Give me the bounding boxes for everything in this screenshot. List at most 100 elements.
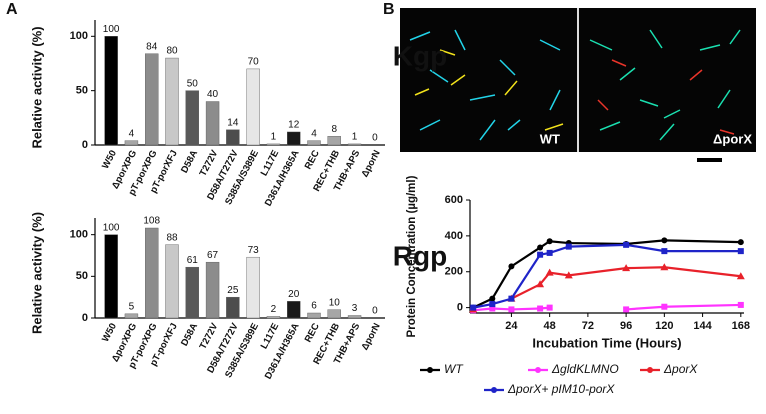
- y-axis-label: Protein Concentration (µg/ml): [406, 175, 418, 337]
- point: [564, 271, 573, 279]
- legend-marker: [535, 367, 541, 373]
- value-label: 88: [166, 232, 178, 243]
- bar: [307, 140, 321, 146]
- point: [470, 304, 477, 311]
- bar: [266, 143, 281, 146]
- value-label: 6: [311, 301, 317, 312]
- point: [546, 304, 553, 311]
- value-label: 100: [103, 24, 120, 35]
- point: [565, 243, 572, 250]
- point: [661, 237, 668, 244]
- bar: [205, 101, 220, 146]
- point: [508, 263, 515, 270]
- x-axis-label: Incubation Time (Hours): [532, 335, 681, 350]
- value-label: 50: [187, 78, 199, 89]
- legend-label: ΔgldKLMNO: [551, 362, 619, 376]
- y-tick-label: 0: [457, 302, 463, 314]
- legend-label: ΔporX+ pIM10-porX: [507, 382, 615, 396]
- value-label: 20: [288, 289, 300, 300]
- value-label: 108: [143, 216, 160, 227]
- value-label: 100: [103, 222, 120, 233]
- point: [661, 248, 668, 255]
- point: [537, 244, 544, 251]
- panel-label: B: [383, 1, 395, 18]
- x-tick-label: 96: [620, 320, 632, 332]
- point: [623, 241, 630, 248]
- value-label: 2: [271, 304, 277, 315]
- x-tick-label: W50: [100, 148, 119, 170]
- point: [536, 280, 545, 288]
- value-label: 10: [329, 297, 341, 308]
- x-tick-label: 144: [693, 320, 712, 332]
- value-label: 25: [227, 285, 239, 296]
- x-tick-label: ΔporN: [359, 148, 382, 179]
- point: [623, 306, 630, 313]
- x-tick-label: REC: [303, 148, 322, 171]
- bar: [307, 312, 321, 319]
- x-tick-label: D58A: [179, 148, 200, 175]
- point: [489, 301, 496, 308]
- value-label: 4: [311, 128, 317, 139]
- image-label: WT: [540, 131, 560, 146]
- bar: [347, 315, 362, 319]
- y-tick-label: 400: [445, 230, 463, 242]
- value-label: 0: [372, 306, 378, 317]
- point: [545, 268, 554, 276]
- x-tick-label: 72: [582, 320, 594, 332]
- value-label: 67: [207, 250, 219, 261]
- value-label: 84: [146, 41, 158, 52]
- legend-label: WT: [444, 362, 464, 376]
- y-tick-label: 600: [445, 194, 463, 206]
- point: [489, 305, 496, 312]
- value-label: 3: [352, 303, 358, 314]
- bar: [185, 266, 199, 319]
- y-tick-label: 100: [70, 30, 88, 42]
- x-tick-label: 48: [544, 320, 556, 332]
- y-axis-label: Relative activity (%): [29, 212, 44, 334]
- value-label: 1: [271, 132, 277, 143]
- point: [537, 251, 544, 258]
- bar: [104, 36, 118, 146]
- point: [508, 306, 515, 313]
- series-line: [510, 266, 741, 300]
- value-label: 14: [227, 117, 239, 128]
- bar: [165, 244, 179, 319]
- x-tick-label: D58A: [179, 321, 200, 348]
- point: [737, 239, 744, 246]
- value-label: 4: [129, 128, 135, 139]
- point: [622, 264, 631, 272]
- legend-marker: [491, 387, 497, 393]
- bar: [287, 131, 301, 146]
- value-label: 61: [187, 255, 199, 266]
- y-tick-label: 200: [445, 266, 463, 278]
- legend-marker: [427, 367, 433, 373]
- bar: [246, 68, 260, 146]
- point: [546, 249, 553, 256]
- point: [736, 272, 745, 280]
- bar: [205, 261, 220, 319]
- x-tick-label: ΔporN: [359, 321, 382, 352]
- y-tick-label: 100: [70, 229, 88, 241]
- point: [508, 295, 515, 302]
- bar: [124, 140, 139, 146]
- x-tick-label: W50: [100, 321, 119, 343]
- bar: [347, 143, 362, 146]
- bar: [124, 313, 139, 319]
- bar: [145, 227, 159, 319]
- bar: [145, 53, 159, 146]
- bar: [287, 301, 301, 319]
- x-tick-label: 120: [655, 320, 673, 332]
- value-label: 70: [248, 57, 260, 68]
- legend-label: ΔporX: [663, 362, 698, 376]
- bar: [104, 234, 118, 319]
- y-tick-label: 50: [76, 85, 88, 97]
- value-label: 80: [166, 46, 178, 57]
- point: [537, 305, 544, 312]
- bar: [266, 316, 281, 319]
- value-label: 40: [207, 89, 219, 100]
- bar: [165, 57, 179, 146]
- y-axis-label: Relative activity (%): [29, 26, 44, 148]
- value-label: 0: [372, 133, 378, 144]
- value-label: 1: [352, 132, 358, 143]
